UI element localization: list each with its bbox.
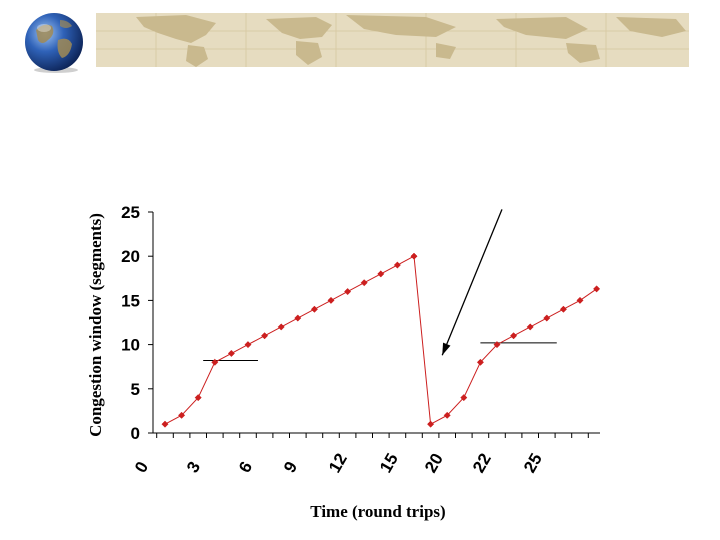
data-point (344, 288, 352, 296)
series-layer (161, 252, 601, 428)
y-tick-label: 15 (121, 291, 140, 310)
data-point (393, 261, 401, 269)
data-point (526, 323, 534, 331)
data-point (559, 305, 567, 313)
x-axis-tick-labels: 0 3 6 9 12 15 20 22 25 (131, 450, 546, 476)
data-point (310, 305, 318, 313)
series-line (164, 255, 597, 425)
data-point (327, 296, 335, 304)
x-tick-label: 20 (421, 450, 447, 476)
data-point (410, 252, 418, 260)
arrow-head (442, 342, 451, 356)
chart-axes (152, 212, 600, 434)
threshold-markers (203, 342, 557, 362)
data-point (227, 349, 235, 357)
data-point (194, 394, 202, 402)
world-map-banner (96, 13, 689, 67)
y-tick-label: 5 (131, 380, 140, 399)
y-tick-label: 25 (121, 203, 140, 222)
y-tick-label: 20 (121, 247, 140, 266)
data-point (178, 411, 186, 419)
x-axis-ticks (156, 433, 589, 438)
data-point (161, 420, 169, 428)
data-point (244, 341, 252, 349)
data-point (543, 314, 551, 322)
data-point (443, 411, 451, 419)
data-point (427, 420, 435, 428)
x-tick-label: 3 (183, 458, 204, 476)
data-point (277, 323, 285, 331)
y-tick-label: 0 (131, 424, 140, 443)
x-tick-label: 25 (520, 450, 546, 476)
annotation-arrow (441, 209, 503, 356)
arrow-shaft (441, 209, 503, 356)
data-point (510, 332, 518, 340)
x-axis-title: Time (round trips) (310, 502, 445, 521)
data-point (593, 285, 601, 293)
x-tick-label: 12 (325, 450, 351, 476)
data-point (460, 394, 468, 402)
globe-icon (22, 10, 86, 74)
data-point (377, 270, 385, 278)
data-point (261, 332, 269, 340)
data-point (360, 279, 368, 287)
data-point (294, 314, 302, 322)
y-axis-title: Congestion window (segments) (86, 213, 105, 437)
x-tick-label: 15 (376, 450, 402, 476)
x-tick-label: 6 (235, 458, 256, 476)
y-axis-tick-labels: 0 5 10 15 20 25 (121, 203, 140, 443)
y-axis-ticks (148, 211, 153, 434)
data-point (493, 341, 501, 349)
data-point (576, 296, 584, 304)
data-point (476, 358, 484, 366)
x-tick-label: 0 (131, 458, 152, 476)
x-tick-label: 9 (280, 458, 301, 476)
data-point (211, 358, 219, 366)
y-tick-label: 10 (121, 336, 140, 355)
x-tick-label: 22 (469, 450, 495, 476)
world-map-image (96, 13, 689, 67)
